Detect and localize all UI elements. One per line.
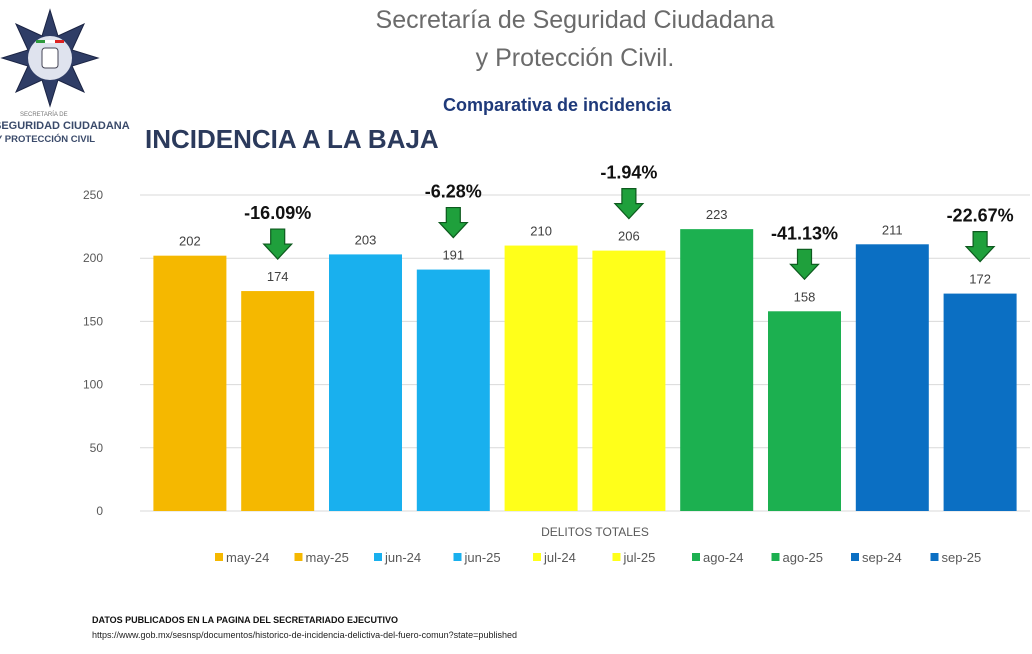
legend-label: ago-25	[783, 550, 823, 565]
y-tick-label: 100	[83, 378, 103, 392]
bar-ago-24	[680, 229, 754, 512]
data-label: 158	[794, 289, 816, 304]
bar-may-24	[153, 255, 227, 511]
bar-jun-25	[416, 269, 490, 511]
bar-may-25	[241, 291, 315, 511]
source-title: DATOS PUBLICADOS EN LA PAGINA DEL SECRET…	[92, 615, 399, 625]
legend-swatch	[453, 553, 462, 561]
bar-ago-25	[768, 311, 841, 511]
legend-label: ago-24	[703, 550, 743, 565]
data-label: 206	[618, 229, 640, 244]
down-arrow-icon	[437, 206, 469, 239]
bar-jul-25	[592, 250, 666, 511]
percent-change-label: -16.09%	[244, 203, 311, 223]
legend-swatch	[930, 553, 939, 561]
percent-change-label: -22.67%	[947, 206, 1014, 226]
legend-swatch	[851, 553, 859, 561]
legend-label: may-24	[226, 550, 269, 565]
page-title-line1: Secretaría de Seguridad Ciudadana	[375, 6, 775, 34]
legend-swatch	[294, 553, 303, 561]
legend-label: may-25	[306, 550, 349, 565]
bar-chart: 0 50 100 150 200 250 202 174 203 191 210 206 223 158 2…	[83, 163, 1030, 565]
data-label: 211	[882, 222, 903, 237]
percent-change-label: -6.28%	[425, 182, 482, 202]
section-heading: INCIDENCIA A LA BAJA	[145, 124, 439, 154]
data-label: 203	[355, 232, 377, 247]
data-label: 210	[530, 224, 552, 239]
bar-sep-24	[855, 244, 929, 511]
y-tick-label: 50	[90, 441, 104, 455]
legend-swatch	[374, 553, 382, 561]
agency-logo: SECRETARÍA DE SEGURIDAD CIUDADANA Y PROT…	[0, 8, 130, 145]
legend-swatch	[533, 553, 541, 561]
legend-label: sep-24	[862, 550, 902, 565]
source-url[interactable]: https://www.gob.mx/sesnsp/documentos/his…	[92, 630, 517, 640]
down-arrow-icon	[789, 248, 820, 281]
data-label: 202	[179, 234, 201, 249]
down-arrow-icon	[613, 188, 645, 220]
down-arrow-icon	[262, 228, 294, 260]
y-tick-label: 150	[83, 314, 103, 328]
legend-swatch	[612, 553, 621, 561]
data-label: 174	[267, 269, 289, 284]
legend-label: jul-25	[623, 550, 656, 565]
data-label: 172	[969, 272, 991, 287]
legend-label: jun-24	[384, 550, 421, 565]
page-title-line2: y Protección Civil.	[475, 44, 675, 72]
legend-label: jun-25	[464, 550, 501, 565]
star-badge-icon	[0, 8, 100, 108]
bar-jun-24	[329, 254, 402, 511]
bar-jul-24	[504, 245, 578, 511]
legend-swatch	[692, 553, 700, 561]
y-tick-label: 250	[83, 188, 103, 202]
data-label: 223	[706, 207, 728, 222]
bar-sep-25	[943, 293, 1017, 511]
y-tick-label: 0	[96, 504, 103, 518]
y-tick-label: 200	[83, 251, 103, 265]
percent-change-label: -41.13%	[771, 223, 838, 243]
chart-title: Comparativa de incidencia	[443, 95, 672, 115]
legend-label: sep-25	[942, 550, 982, 565]
percent-change-label: -1.94%	[600, 163, 657, 183]
legend-swatch	[215, 553, 223, 561]
data-label: 191	[442, 248, 464, 263]
legend-label: jul-24	[543, 550, 576, 565]
down-arrow-icon	[964, 230, 996, 263]
x-axis-label: DELITOS TOTALES	[541, 525, 649, 539]
legend-swatch	[771, 553, 780, 561]
